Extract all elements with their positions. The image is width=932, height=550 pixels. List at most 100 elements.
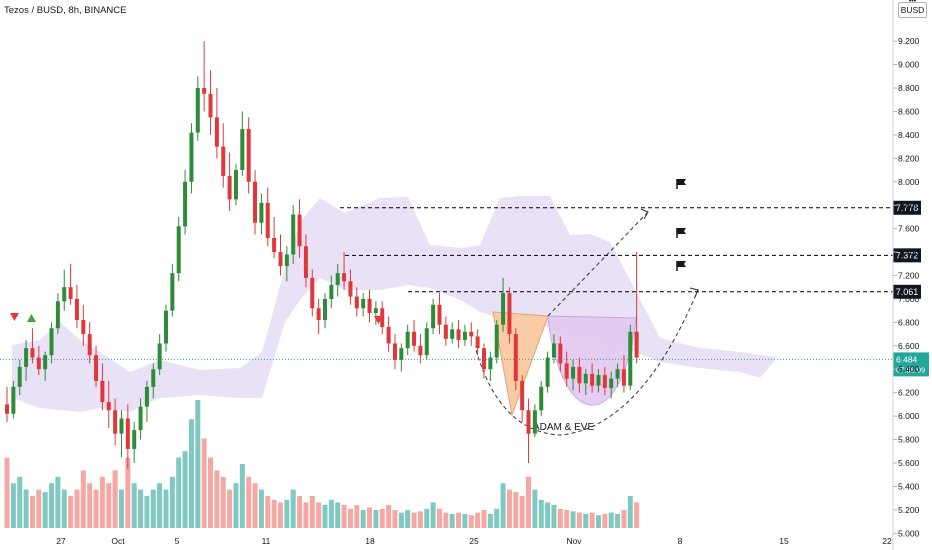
last-price-label: 6.484 bbox=[896, 354, 918, 364]
volume-bar bbox=[144, 496, 150, 528]
candle-body bbox=[520, 380, 525, 411]
candle-body bbox=[81, 320, 86, 335]
candle-body bbox=[545, 357, 550, 387]
candle-body bbox=[297, 214, 302, 247]
volume-bar bbox=[354, 504, 360, 528]
x-tick-label: 25 bbox=[469, 536, 479, 546]
volume-bar bbox=[93, 489, 99, 528]
y-tick-label: 7.400 bbox=[898, 247, 920, 257]
x-tick-label: 18 bbox=[365, 536, 375, 546]
volume-bar bbox=[500, 483, 506, 528]
candle-body bbox=[214, 117, 219, 147]
flag-icon bbox=[677, 179, 686, 185]
x-tick-label: 11 bbox=[262, 536, 271, 546]
candle-body bbox=[602, 375, 607, 388]
candle-body bbox=[183, 181, 188, 227]
volume-bar bbox=[506, 489, 512, 528]
volume-bars bbox=[4, 400, 640, 528]
volume-bar bbox=[589, 512, 595, 528]
candle-body bbox=[488, 357, 493, 370]
volume-bar bbox=[360, 510, 366, 528]
volume-bar bbox=[246, 476, 252, 528]
candlesticks bbox=[5, 41, 639, 469]
volume-bar bbox=[538, 499, 544, 528]
candle-body bbox=[5, 404, 9, 414]
candle-body bbox=[373, 308, 378, 313]
candle-body bbox=[195, 88, 200, 133]
candle-body bbox=[494, 324, 499, 358]
candle-body bbox=[513, 334, 518, 381]
volume-bar bbox=[475, 512, 481, 528]
volume-bar bbox=[494, 508, 500, 528]
candle-body bbox=[469, 331, 474, 337]
y-tick-label: 7.000 bbox=[898, 294, 920, 304]
candle-body bbox=[323, 298, 327, 321]
volume-bar bbox=[297, 496, 303, 528]
pattern-outline-curve bbox=[475, 289, 699, 436]
y-tick-label: 9.000 bbox=[898, 60, 920, 70]
candle-body bbox=[590, 373, 595, 386]
candle-body bbox=[564, 363, 569, 379]
volume-bar bbox=[436, 508, 442, 528]
candle-body bbox=[227, 175, 232, 200]
volume-bar bbox=[481, 510, 487, 528]
volume-bar bbox=[4, 457, 10, 528]
y-tick-label: 6.800 bbox=[898, 317, 920, 327]
currency-badge[interactable]: ••• BUSD bbox=[898, 0, 927, 18]
volume-bar bbox=[303, 502, 309, 528]
volume-bar bbox=[176, 457, 182, 528]
candle-body bbox=[412, 331, 417, 346]
candle-body bbox=[68, 287, 73, 299]
candle-body bbox=[240, 129, 245, 171]
x-tick-label: 15 bbox=[779, 536, 789, 546]
candle-body bbox=[450, 329, 455, 339]
candle-body bbox=[342, 273, 347, 282]
volume-bar bbox=[290, 489, 296, 528]
candle-body bbox=[526, 410, 531, 434]
candle-body bbox=[24, 348, 29, 367]
volume-bar bbox=[112, 470, 118, 528]
curve-arrowhead bbox=[689, 287, 699, 298]
candle-body bbox=[310, 277, 315, 309]
candle-body bbox=[399, 348, 404, 360]
candle-body bbox=[551, 343, 556, 358]
volume-bar bbox=[163, 489, 169, 528]
volume-bar bbox=[68, 496, 74, 528]
cloud-area bbox=[12, 196, 775, 412]
volume-bar bbox=[23, 489, 29, 528]
flag-icon bbox=[677, 228, 686, 234]
x-tick-label: 22 bbox=[882, 536, 892, 546]
candle-body bbox=[443, 324, 448, 339]
level-label-box bbox=[893, 200, 921, 215]
volume-bar bbox=[564, 510, 570, 528]
y-tick-label: 6.400 bbox=[898, 364, 920, 374]
time-axis: 27 Oct 5 11 18 25 Nov 8 15 22 bbox=[56, 536, 892, 546]
volume-bar bbox=[595, 515, 601, 528]
candle-body bbox=[437, 304, 442, 325]
candle-body bbox=[259, 202, 264, 223]
candle-body bbox=[284, 254, 289, 267]
countdown-label: 07:58:09 bbox=[896, 365, 925, 374]
currency-label: BUSD bbox=[900, 5, 925, 15]
flag-icon bbox=[677, 261, 686, 267]
pattern-label: ADAM & EVE bbox=[533, 422, 594, 433]
y-tick-label: 8.000 bbox=[898, 177, 920, 187]
y-tick-label: 7.200 bbox=[898, 271, 920, 281]
candle-body bbox=[144, 386, 149, 407]
candle-body bbox=[621, 369, 626, 386]
level-label-box bbox=[893, 284, 921, 299]
volume-bar bbox=[615, 513, 621, 528]
more-options-icon[interactable]: ••• bbox=[908, 0, 917, 5]
volume-bar bbox=[182, 451, 188, 528]
candle-body bbox=[49, 328, 54, 356]
candle-body bbox=[462, 331, 467, 340]
volume-bar bbox=[557, 508, 563, 528]
volume-bar bbox=[208, 457, 214, 528]
volume-bar bbox=[322, 504, 328, 528]
candle-body bbox=[30, 348, 35, 358]
volume-bar bbox=[347, 508, 353, 528]
candle-body bbox=[253, 181, 258, 223]
volume-bar bbox=[411, 512, 417, 528]
